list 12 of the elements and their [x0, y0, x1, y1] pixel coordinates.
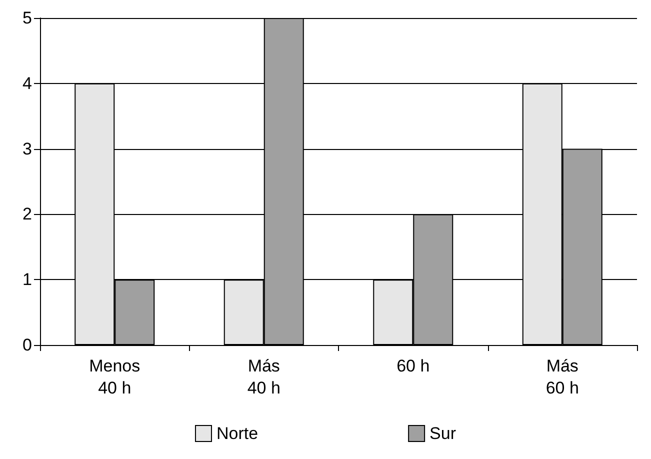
- y-tick-label: 2: [22, 204, 32, 224]
- legend-label: Norte: [216, 424, 258, 443]
- y-tick-label: 0: [22, 336, 32, 354]
- y-tick-label: 1: [22, 270, 32, 290]
- y-tick-label: 4: [22, 74, 32, 93]
- legend-label: Sur: [430, 424, 456, 443]
- x-tick-label: Más 60 h: [546, 356, 579, 398]
- y-tick-label: 5: [22, 8, 32, 28]
- x-tick-label: Menos 40 h: [89, 356, 140, 398]
- x-tick-label: Más 40 h: [247, 356, 280, 398]
- y-tick-label: 3: [22, 139, 32, 158]
- x-tick-label: 60 h: [396, 356, 430, 376]
